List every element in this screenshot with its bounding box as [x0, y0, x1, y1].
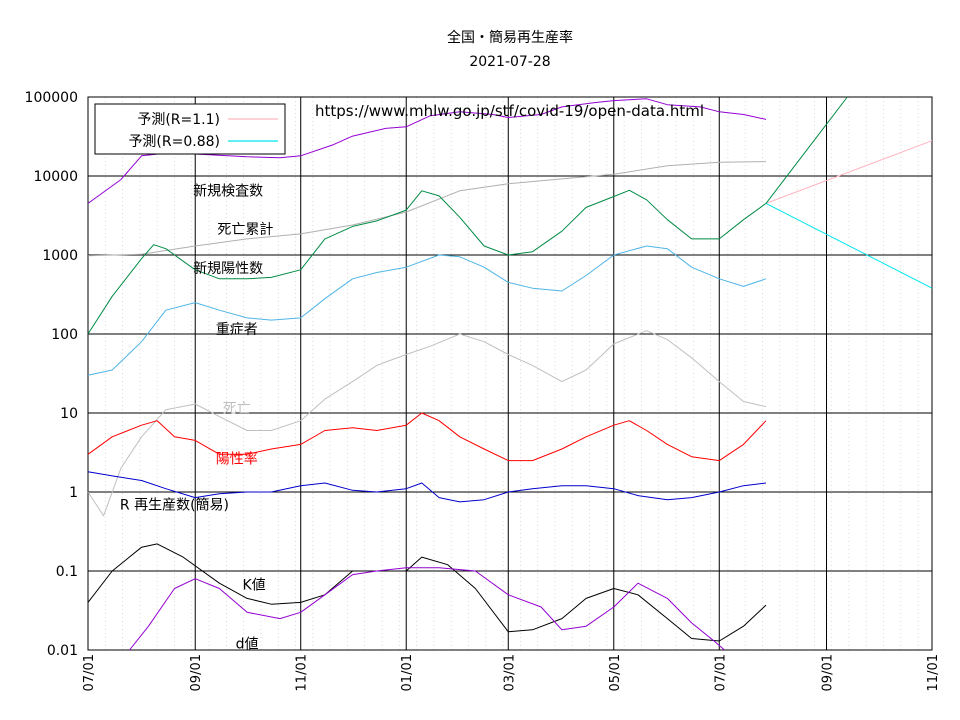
- series-label: 死亡累計: [217, 222, 273, 238]
- series-label: 新規陽性数: [193, 261, 263, 277]
- chart-subtitle: 2021-07-28: [469, 54, 550, 70]
- y-tick-label: 10000: [33, 169, 78, 185]
- x-tick-label: 11/01: [926, 654, 941, 691]
- x-tick-label: 05/01: [608, 654, 623, 691]
- series-label: K値: [242, 578, 265, 594]
- y-tick-label: 100000: [25, 90, 78, 106]
- series-label: 陽性率: [216, 450, 258, 467]
- x-tick-label: 09/01: [189, 654, 204, 691]
- series-line-positivity_rate: [87, 412, 767, 462]
- grid: 07/01 09/01 11/01 01/01 03/01 05/01 07/01 09/01…: [25, 90, 941, 691]
- series-line-forecast_r110: [765, 140, 933, 204]
- y-tick-label: 1: [69, 485, 78, 501]
- y-tick-label: 0.01: [47, 643, 78, 659]
- series-line-reproduction_number: [87, 471, 767, 503]
- series-line-positives: [87, 189, 767, 335]
- series-line-k_value: [87, 543, 767, 642]
- series-label: 重症者: [216, 322, 258, 338]
- y-tick-label: 1000: [42, 248, 78, 264]
- source-url: https://www.mhlw.go.jp/stf/covid-19/open…: [315, 102, 704, 120]
- legend-box: [94, 103, 286, 155]
- series-label: d値: [236, 636, 259, 652]
- series-group: [87, 96, 933, 651]
- x-tick-label: 09/01: [821, 654, 836, 691]
- x-tick-label: 03/01: [502, 654, 517, 691]
- plot-frame: [87, 96, 933, 651]
- y-tick-label: 10: [60, 406, 78, 422]
- x-tick-label: 01/01: [400, 654, 415, 691]
- legend-label-r110: 予測(R=1.1): [137, 112, 220, 128]
- legend-label-r088: 予測(R=0.88): [128, 134, 220, 150]
- x-tick-label: 11/01: [295, 654, 310, 691]
- series-line-deaths: [87, 330, 767, 517]
- y-tick-label: 100: [51, 327, 78, 343]
- series-line-deaths_cumulative: [87, 161, 767, 257]
- series-line-forecast_r088: [765, 202, 933, 289]
- series-label: 新規検査数: [193, 183, 263, 199]
- series-line-d_value: [129, 567, 725, 651]
- legend: 予測(R=1.1) 予測(R=0.88): [94, 103, 286, 155]
- x-tick-label: 07/01: [82, 654, 97, 691]
- series-label: R 再生産数(簡易): [120, 498, 229, 514]
- chart-title: 全国・簡易再生産率: [447, 29, 573, 46]
- series-line-forecast_green: [765, 96, 848, 204]
- series-line-tests: [87, 98, 767, 204]
- series-label: 死亡: [223, 401, 251, 417]
- x-tick-label: 07/01: [713, 654, 728, 691]
- y-tick-label: 0.1: [56, 564, 78, 580]
- series-line-severe: [87, 245, 767, 376]
